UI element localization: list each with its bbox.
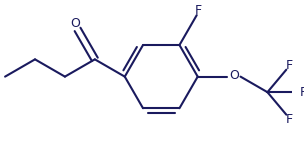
Text: F: F xyxy=(286,59,293,72)
Text: F: F xyxy=(300,86,304,99)
Text: F: F xyxy=(286,113,293,126)
Text: O: O xyxy=(229,69,239,82)
Text: O: O xyxy=(71,17,81,30)
Text: F: F xyxy=(195,4,202,17)
